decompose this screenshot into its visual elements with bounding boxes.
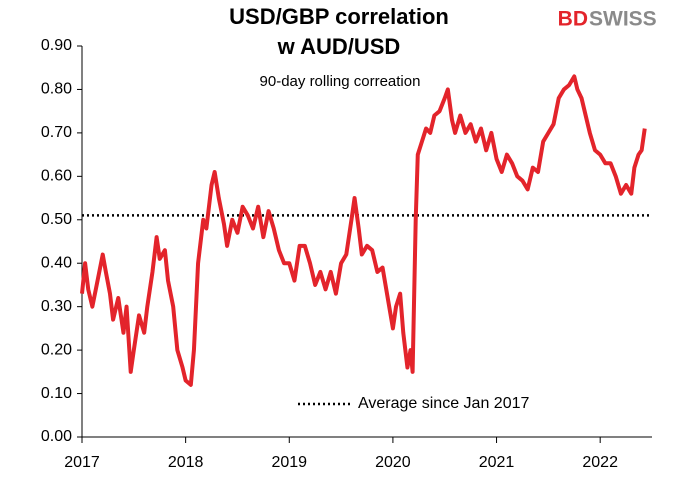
x-tick-label: 2021 — [479, 454, 515, 471]
chart-title: w AUD/USD — [277, 34, 401, 59]
y-tick-label: 0.40 — [41, 254, 72, 271]
y-tick-label: 0.20 — [41, 341, 72, 358]
y-tick-label: 0.10 — [41, 385, 72, 402]
y-tick-label: 0.30 — [41, 298, 72, 315]
y-tick-label: 0.80 — [41, 81, 72, 98]
x-tick-label: 2017 — [64, 454, 100, 471]
y-tick-label: 0.50 — [41, 211, 72, 228]
y-tick-label: 0.90 — [41, 37, 72, 54]
y-tick-label: 0.60 — [41, 168, 72, 185]
subtitle: 90-day rolling correation — [260, 73, 421, 90]
y-tick-label: 0.00 — [41, 428, 72, 445]
x-tick-label: 2018 — [168, 454, 204, 471]
logo: SWISS — [589, 8, 657, 31]
legend-label: Average since Jan 2017 — [358, 395, 529, 412]
x-tick-label: 2020 — [375, 454, 411, 471]
data-line — [80, 74, 647, 387]
logo: BD — [558, 8, 588, 31]
x-tick-label: 2022 — [582, 454, 618, 471]
x-tick-label: 2019 — [271, 454, 307, 471]
chart-title: USD/GBP correlation — [229, 4, 449, 29]
y-tick-label: 0.70 — [41, 124, 72, 141]
